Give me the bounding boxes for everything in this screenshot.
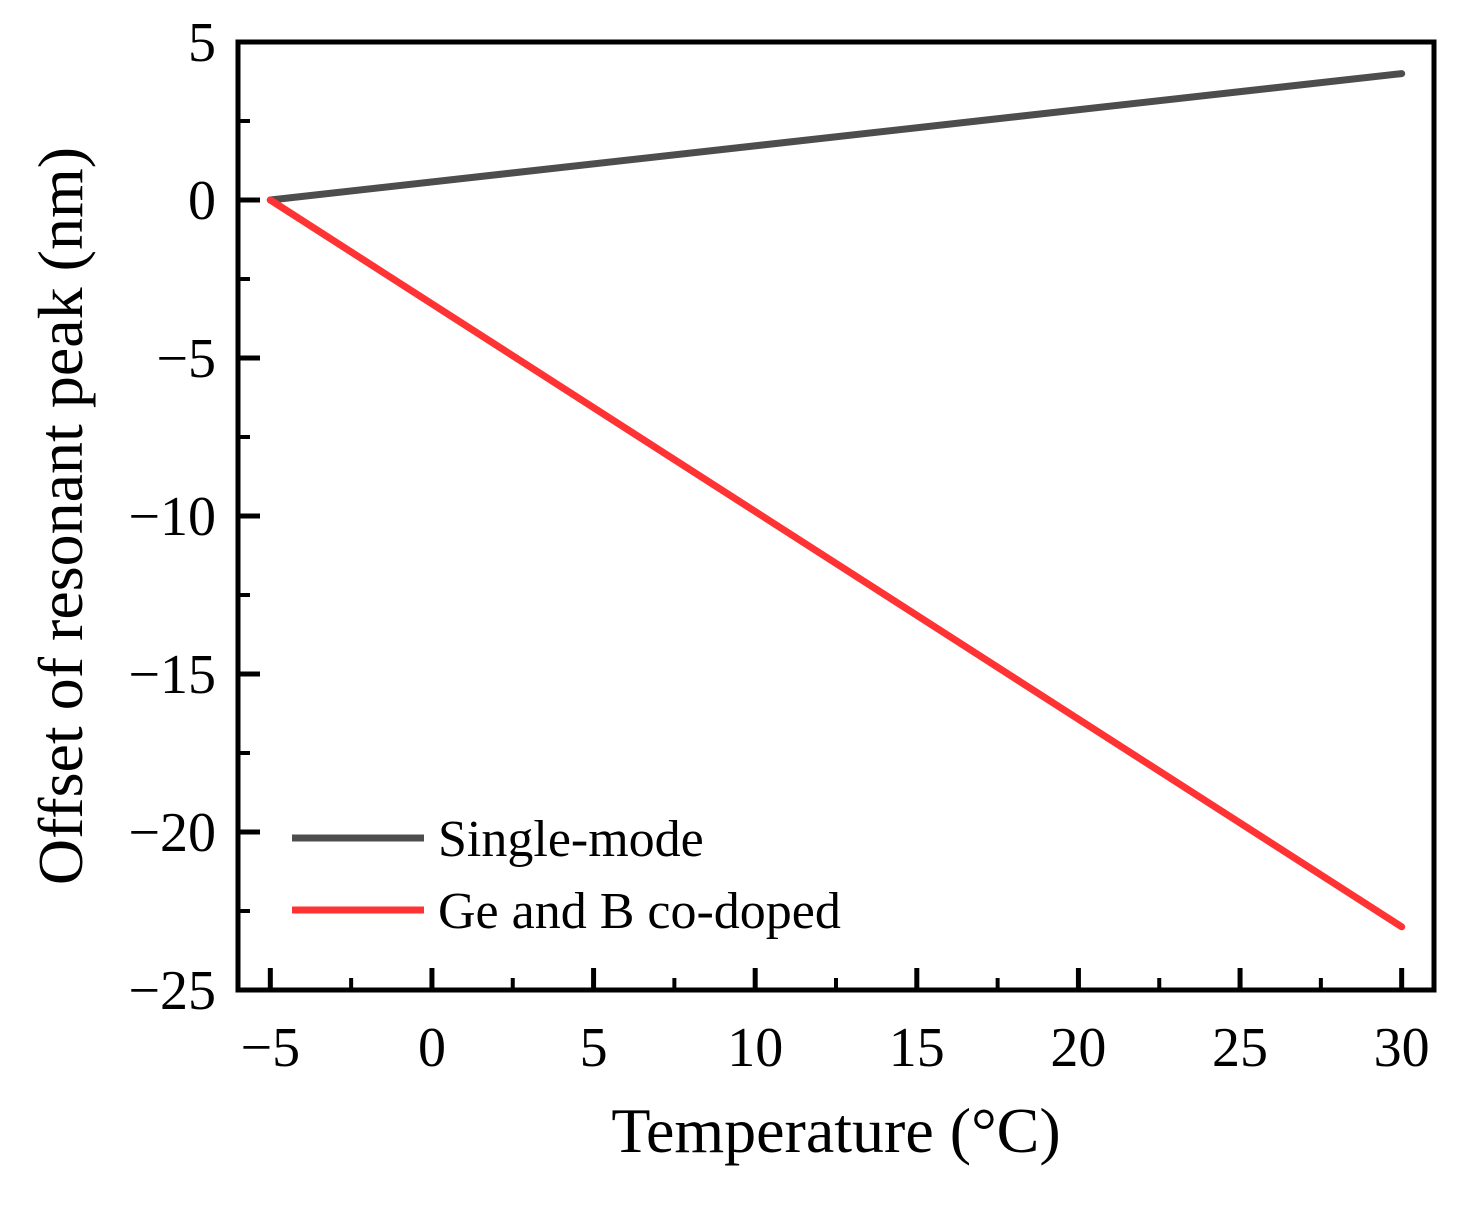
- x-tick-label-5: −5: [241, 1017, 301, 1079]
- x-tick-label-10: 10: [727, 1017, 783, 1079]
- y-tick-label-5: −5: [156, 328, 216, 390]
- y-tick-label-15: −15: [128, 644, 216, 706]
- x-tick-label-25: 25: [1212, 1017, 1268, 1079]
- plot-frame: [235, 39, 1437, 993]
- y-tick-label-0: 0: [188, 170, 216, 232]
- x-tick-label-20: 20: [1050, 1017, 1106, 1079]
- legend-label-single-mode: Single-mode: [438, 811, 704, 868]
- y-tick-label-25: −25: [128, 960, 216, 1022]
- series-layer: [266, 70, 1406, 931]
- y-tick-label-5: 5: [188, 12, 216, 74]
- x-tick-label-15: 15: [889, 1017, 945, 1079]
- legend-label-ge-and-b-co-doped: Ge and B co-doped: [438, 883, 841, 940]
- y-tick-label-10: −10: [128, 486, 216, 548]
- x-tick-label-5: 5: [580, 1017, 608, 1079]
- x-tick-label-30: 30: [1374, 1017, 1430, 1079]
- series-line-ge-and-b-co-doped: [266, 196, 1406, 931]
- y-tick-label-20: −20: [128, 802, 216, 864]
- series-line-single-mode: [266, 70, 1406, 204]
- y-tick-labels: 5 0 −5 −10 −15 −20 −25: [128, 12, 216, 1022]
- x-tick-label-0: 0: [418, 1017, 446, 1079]
- y-axis-title: Offset of resonant peak (nm): [25, 147, 96, 885]
- legend: Single-mode Ge and B co-doped: [292, 811, 841, 940]
- x-axis-title: Temperature (°C): [611, 1095, 1060, 1166]
- x-tick-labels: −5 0 5 10 15 20 25 30: [241, 1017, 1430, 1079]
